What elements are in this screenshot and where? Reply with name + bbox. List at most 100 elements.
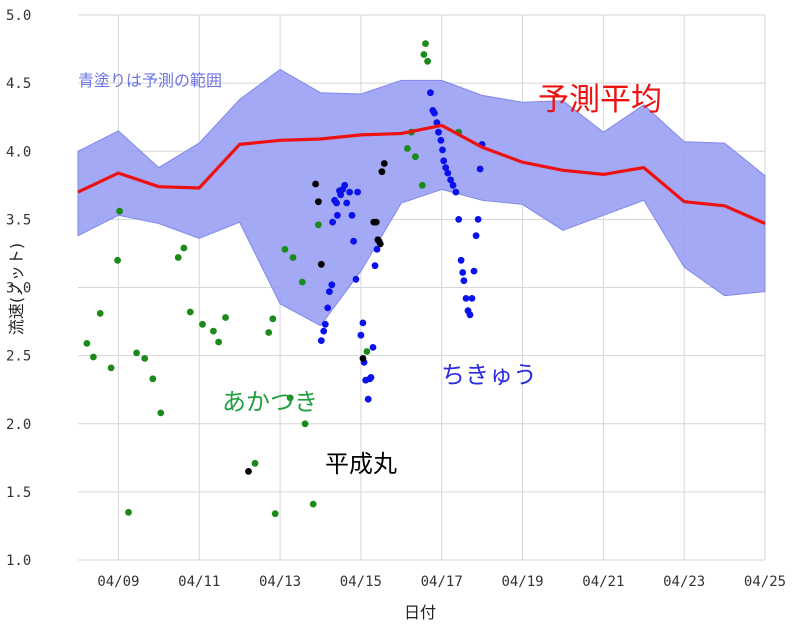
chikyu-point <box>321 320 329 328</box>
akatsuki-point <box>424 57 431 65</box>
akatsuki-point <box>180 244 188 252</box>
chikyu-point <box>444 169 452 177</box>
akatsuki-point <box>133 349 141 357</box>
akatsuki-point <box>157 409 165 417</box>
heiseimaru-point <box>312 180 319 188</box>
akatsuki-point <box>141 355 149 362</box>
observed-points <box>83 40 486 518</box>
heiseimaru-point <box>245 468 252 475</box>
chikyu-point <box>462 295 470 302</box>
chikyu-point <box>326 288 333 295</box>
chikyu-point <box>476 165 484 173</box>
y-tick-label: 2.0 <box>6 417 31 433</box>
akatsuki-point <box>222 314 229 321</box>
x-tick-label: 04/25 <box>744 574 786 590</box>
chikyu-point <box>359 319 367 327</box>
chikyu-point <box>439 146 446 154</box>
akatsuki-point <box>286 394 294 402</box>
chikyu-point <box>459 269 467 276</box>
band-note-annotation: 青塗りは予測の範囲 <box>78 71 222 90</box>
akatsuki-point <box>251 459 259 467</box>
chikyu-point <box>447 176 454 184</box>
x-tick-label: 04/17 <box>421 574 463 590</box>
mean-annotation: 予測平均 <box>538 82 662 118</box>
chikyu-point <box>364 395 372 403</box>
akatsuki-point <box>96 310 104 317</box>
heiseimaru-point <box>317 260 325 268</box>
chikyu-point <box>354 188 361 196</box>
chikyu-point <box>433 119 441 126</box>
heiseimaru-point <box>372 218 380 226</box>
akatsuki-point <box>281 246 289 253</box>
heiseimaru-point <box>315 198 322 206</box>
akatsuki-point <box>215 338 223 346</box>
akatsuki-point <box>174 254 182 261</box>
chikyu-point <box>373 246 381 253</box>
akatsuki-annotation: あかつき <box>222 388 318 416</box>
heiseimaru-point <box>359 355 367 362</box>
heiseimaru-point <box>378 168 386 176</box>
chikyu-point <box>324 304 332 312</box>
chikyu-point <box>460 277 468 285</box>
chikyu-point <box>333 199 340 207</box>
forecast-mean-line <box>77 123 766 225</box>
akatsuki-point <box>114 256 121 264</box>
chikyu-point <box>468 295 476 302</box>
akatsuki-point <box>301 420 309 428</box>
chikyu-point <box>466 311 474 319</box>
forecast-range-band <box>77 68 766 327</box>
chikyu-point <box>317 337 325 344</box>
chikyu-point <box>352 275 360 283</box>
akatsuki-point <box>422 40 429 47</box>
akatsuki-point <box>149 375 157 383</box>
chikyu-point <box>371 262 379 270</box>
akatsuki-point <box>404 145 411 152</box>
chikyu-point <box>474 216 482 223</box>
x-tick-label: 04/19 <box>501 574 543 590</box>
akatsuki-point <box>125 508 132 516</box>
chikyu-point <box>334 211 341 219</box>
chikyu-point <box>455 216 463 223</box>
y-tick-label: 2.5 <box>6 349 31 365</box>
chikyu-point <box>427 89 434 97</box>
x-tick-label: 04/23 <box>663 574 705 590</box>
chikyu-point <box>472 232 480 240</box>
tick-labels: 1.0 1.5 2.0 2.5 3.0 3.5 4.0 4.5 5.0 04/09 04/11 04/… <box>6 8 786 590</box>
chikyu-point <box>431 109 438 117</box>
akatsuki-point <box>199 320 206 328</box>
y-tick-label: 4.0 <box>6 144 31 160</box>
heiseimaru-point <box>380 160 388 167</box>
chikyu-point <box>457 256 465 264</box>
y-tick-label: 1.5 <box>6 485 31 501</box>
heiseimaru-point <box>376 240 384 248</box>
x-tick-label: 04/21 <box>582 574 624 590</box>
y-tick-label: 3.5 <box>6 212 31 228</box>
akatsuki-point <box>309 500 317 508</box>
chikyu-point <box>328 281 336 289</box>
akatsuki-point <box>363 348 371 355</box>
chikyu-point <box>449 181 457 189</box>
chikyu-point <box>343 199 351 207</box>
chikyu-point <box>357 331 365 339</box>
akatsuki-point <box>298 278 306 286</box>
x-tick-label: 04/11 <box>178 574 220 590</box>
akatsuki-point <box>315 221 322 229</box>
chikyu-point <box>452 188 460 196</box>
chikyu-point <box>341 181 349 189</box>
akatsuki-point <box>265 329 273 336</box>
akatsuki-point <box>289 254 297 261</box>
akatsuki-point <box>418 181 426 189</box>
x-tick-label: 04/09 <box>97 574 139 590</box>
chikyu-point <box>350 237 357 245</box>
chikyu-point <box>367 374 375 381</box>
heiseimaru-annotation: 平成丸 <box>325 450 397 478</box>
chikyu-point <box>470 267 478 275</box>
chikyu-point <box>369 344 377 351</box>
chikyu-point <box>348 211 356 219</box>
akatsuki-point <box>420 51 428 58</box>
x-tick-label: 04/15 <box>340 574 382 590</box>
akatsuki-point <box>271 510 279 518</box>
y-tick-label: 1.0 <box>6 553 31 569</box>
akatsuki-point <box>412 153 419 161</box>
x-tick-label: 04/13 <box>259 574 301 590</box>
